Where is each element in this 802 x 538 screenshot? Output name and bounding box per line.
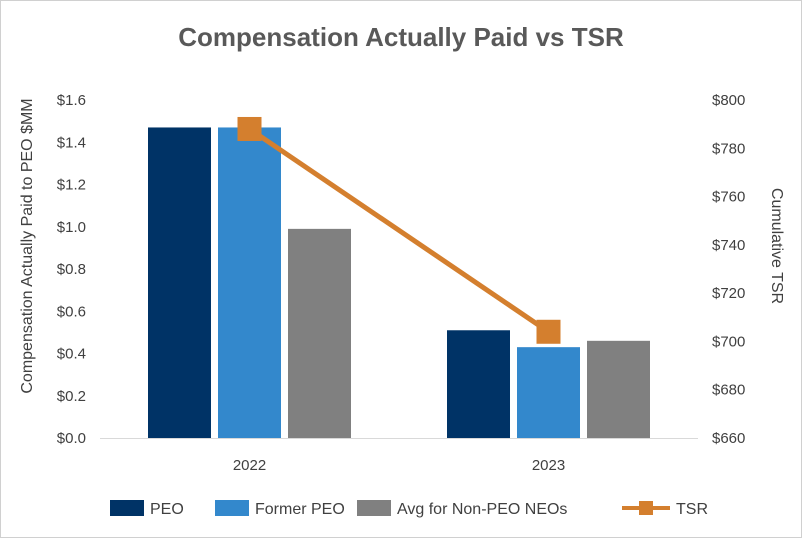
right-axis: $660 $680 $700 $720 $740 $760 $780 $800 (712, 92, 745, 447)
legend: PEO Former PEO Avg for Non-PEO NEOs TSR (110, 500, 708, 518)
tsr-series (237, 116, 561, 344)
legend-swatch-former-peo (215, 500, 249, 516)
x-axis: 2022 2023 (233, 457, 565, 474)
y2-tick-label: $660 (712, 430, 745, 447)
y2-tick-label: $760 (712, 189, 745, 206)
y-tick-label: $1.2 (57, 177, 86, 194)
y-tick-label: $0.4 (57, 346, 86, 363)
bar-former-peo-2023 (517, 347, 580, 438)
x-tick-label: 2023 (532, 457, 565, 474)
y-tick-label: $0.2 (57, 388, 86, 405)
tsr-marker-2023 (536, 319, 561, 344)
y-axis-title: Compensation Actually Paid to PEO $MM (19, 98, 36, 393)
legend-label-peo: PEO (150, 501, 184, 518)
y-tick-label: $1.6 (57, 92, 86, 109)
y2-tick-label: $720 (712, 285, 745, 302)
chart-title: Compensation Actually Paid vs TSR (178, 22, 624, 52)
y-tick-label: $0.0 (57, 430, 86, 447)
tsr-marker-2022 (237, 116, 262, 141)
x-tick-label: 2022 (233, 457, 266, 474)
y-tick-label: $0.8 (57, 261, 86, 278)
legend-swatch-peo (110, 500, 144, 516)
bar-avg-for-non-peo-neos-2023 (587, 340, 650, 438)
bar-avg-for-non-peo-neos-2022 (288, 228, 351, 438)
y2-tick-label: $800 (712, 92, 745, 109)
bar-former-peo-2022 (218, 127, 281, 439)
legend-label-former-peo: Former PEO (255, 501, 345, 518)
y-tick-label: $0.6 (57, 303, 86, 320)
tsr-line (248, 126, 550, 334)
legend-swatch-avg-for-non-peo-neos (357, 500, 391, 516)
y2-axis-title: Cumulative TSR (768, 188, 785, 304)
legend-label-avg-for-non-peo-neos: Avg for Non-PEO NEOs (397, 501, 567, 518)
y2-tick-label: $780 (712, 140, 745, 157)
y-tick-label: $1.4 (57, 134, 86, 151)
bar-peo-2023 (447, 330, 510, 438)
bars-group (148, 127, 650, 439)
left-axis: $0.0 $0.2 $0.4 $0.6 $0.8 $1.0 $1.2 $1.4 $1.6 (57, 92, 86, 447)
y2-tick-label: $680 (712, 382, 745, 399)
y2-tick-label: $700 (712, 333, 745, 350)
bar-peo-2022 (148, 127, 211, 439)
y-tick-label: $1.0 (57, 219, 86, 236)
legend-marker-tsr (639, 501, 653, 515)
legend-label-tsr: TSR (676, 501, 708, 518)
y2-tick-label: $740 (712, 237, 745, 254)
